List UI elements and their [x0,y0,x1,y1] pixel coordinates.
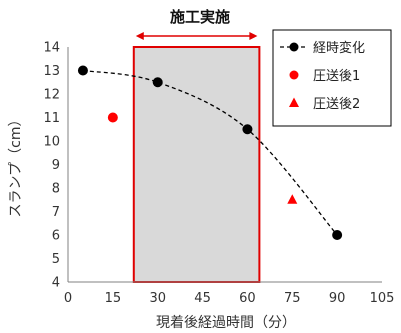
data-point [107,112,118,123]
highlight-arrow-right-head [249,32,258,40]
highlight-layer [132,32,261,283]
x-tick-label: 45 [194,291,211,306]
legend-marker [289,70,299,80]
x-tick-label: 0 [64,291,72,306]
data-point [332,230,343,240]
highlight-band [132,46,261,283]
y-tick-label: 5 [52,252,60,267]
x-tick-label: 75 [284,291,301,306]
y-tick-label: 7 [52,205,60,220]
y-tick-label: 10 [43,135,60,150]
data-point [77,65,88,76]
x-tick-label: 105 [370,291,395,306]
legend-label: 経時変化 [313,40,365,56]
y-tick-label: 11 [43,111,60,126]
x-tick-label: 30 [149,291,166,306]
y-tick-label: 9 [52,158,60,173]
x-tick-label: 15 [105,291,122,306]
data-point [242,124,253,135]
highlight-arrow-left-head [135,32,144,40]
data-point [152,77,163,88]
y-tick-label: 14 [43,41,60,56]
x-tick-label: 60 [239,291,256,306]
y-tick-label: 8 [52,182,60,197]
legend-marker [289,42,299,52]
y-tick-label: 13 [43,64,60,79]
y-tick-label: 4 [52,276,60,291]
data-point [287,194,298,204]
series-line [82,69,338,236]
legend-label: 圧送後2 [313,97,360,112]
x-tick-label: 90 [329,291,346,306]
legend-marker [289,97,299,107]
x-axis-title: 現着後経過時間（分） [156,315,296,331]
y-axis-title: スランプ（cm） [8,113,24,218]
series-layer [77,65,343,240]
legend-label: 圧送後1 [313,69,360,84]
y-tick-label: 6 [52,229,60,244]
highlight-label: 施工実施 [170,8,230,26]
y-tick-label: 12 [43,88,60,103]
